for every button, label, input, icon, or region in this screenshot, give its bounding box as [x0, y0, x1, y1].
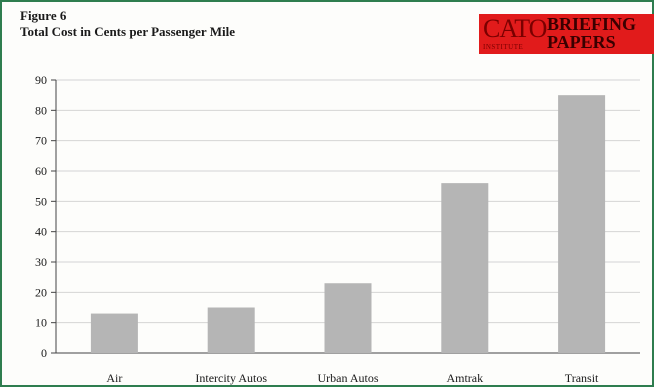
bar: [207, 307, 255, 353]
bar: [558, 95, 606, 354]
bar: [441, 183, 489, 353]
bar: [324, 283, 372, 353]
y-tick-label: 80: [35, 103, 47, 117]
y-tick-label: 10: [35, 316, 47, 330]
logo-papers-text: PAPERS: [547, 32, 616, 52]
cato-logo: CATO INSTITUTE BRIEFING PAPERS: [479, 14, 654, 54]
x-category-label: Transit: [565, 371, 599, 385]
x-category-label: Urban Autos: [318, 371, 379, 385]
chart-title: Total Cost in Cents per Passenger Mile: [20, 24, 235, 39]
x-category-label: Amtrak: [446, 371, 483, 385]
logo-briefing-text: BRIEFING: [547, 14, 637, 34]
y-tick-label: 0: [41, 346, 47, 360]
y-tick-label: 90: [35, 73, 47, 87]
y-tick-label: 50: [35, 194, 47, 208]
figure-label: Figure 6: [20, 8, 67, 23]
logo-cato-text: CATO: [483, 14, 547, 43]
bar: [90, 313, 138, 353]
x-category-label: Intercity Autos: [195, 371, 267, 385]
logo-institute-text: INSTITUTE: [483, 43, 524, 51]
y-tick-label: 40: [35, 225, 47, 239]
x-category-label: Air: [106, 371, 122, 385]
y-tick-label: 60: [35, 164, 47, 178]
y-tick-label: 70: [35, 134, 47, 148]
y-tick-label: 30: [35, 255, 47, 269]
y-tick-label: 20: [35, 285, 47, 299]
